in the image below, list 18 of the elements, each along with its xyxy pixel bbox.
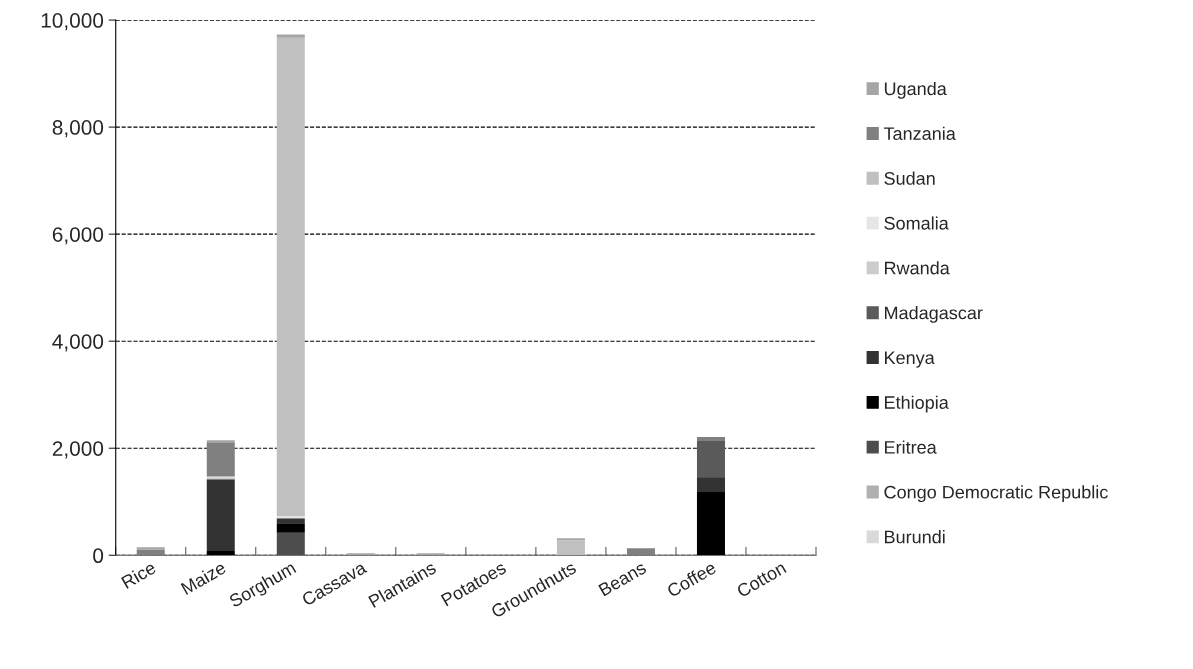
y-tick-label: 8,000 — [52, 120, 104, 138]
y-tick-label: 2,000 — [52, 441, 104, 459]
legend-label: Rwanda — [885, 261, 950, 275]
legend-label: Ethiopia — [885, 395, 949, 413]
legend-label: Uganda — [884, 81, 947, 99]
legend-label: Kenya — [885, 351, 935, 368]
y-tick-label: 10,000 — [41, 13, 104, 31]
legend-label: Somalia — [884, 216, 949, 230]
y-tick-label: 6,000 — [52, 227, 104, 245]
legend-label: Madagascar — [885, 306, 983, 323]
y-tick-label: 4,000 — [52, 334, 104, 352]
y-tick-label: 0 — [93, 548, 104, 564]
legend-label: Sudan — [884, 171, 935, 185]
legend-label: Burundi — [885, 530, 945, 544]
legend-label: Eritrea — [885, 440, 937, 454]
x-tick-label: Rice — [120, 560, 157, 589]
legend-label: Tanzania — [883, 126, 956, 141]
legend-label: Congo Democratic Republic — [884, 485, 1108, 503]
